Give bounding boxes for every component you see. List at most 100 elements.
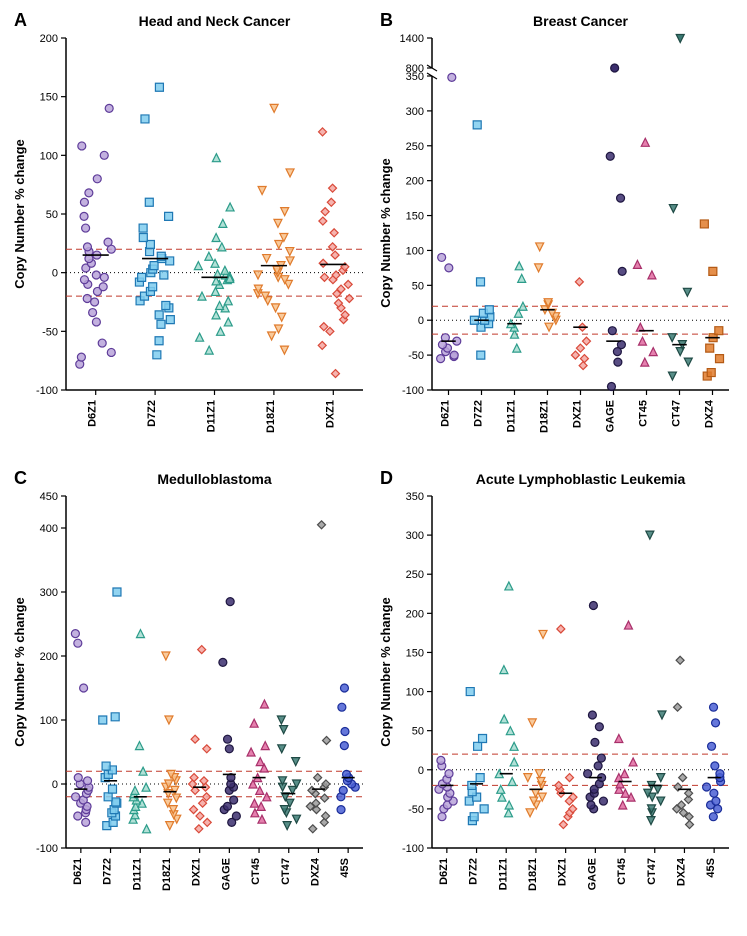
data-point bbox=[99, 716, 107, 724]
y-tick-label: 150 bbox=[40, 92, 58, 104]
data-point bbox=[113, 588, 121, 596]
data-point bbox=[250, 799, 258, 807]
data-point bbox=[606, 152, 614, 160]
data-point bbox=[576, 344, 584, 352]
data-point bbox=[559, 821, 567, 829]
category-label: D11Z1 bbox=[505, 400, 517, 432]
data-point bbox=[80, 198, 88, 206]
data-point bbox=[190, 806, 198, 814]
data-point bbox=[218, 243, 226, 251]
data-point bbox=[322, 812, 330, 820]
category-label: DXZ4 bbox=[703, 399, 715, 428]
data-point bbox=[320, 818, 328, 826]
panel-d: DAcute Lymphoblastic Leukemia-100-500501… bbox=[374, 466, 740, 916]
data-point bbox=[715, 770, 723, 778]
data-point bbox=[226, 203, 234, 211]
chart-svg: CMedulloblastoma-1000100200300400450Copy… bbox=[8, 466, 373, 916]
data-point bbox=[292, 758, 300, 766]
y-tick-label: 0 bbox=[417, 765, 423, 777]
data-point bbox=[579, 362, 587, 370]
category-label: DXZ1 bbox=[191, 858, 203, 886]
data-point bbox=[293, 815, 301, 823]
data-point bbox=[221, 266, 229, 274]
data-point bbox=[580, 355, 588, 363]
data-point bbox=[436, 756, 444, 764]
y-tick-label: 50 bbox=[411, 280, 423, 292]
data-point bbox=[149, 283, 157, 291]
data-point bbox=[198, 646, 206, 654]
data-point bbox=[323, 736, 331, 744]
data-point bbox=[447, 73, 455, 81]
data-point bbox=[339, 786, 347, 794]
data-point bbox=[318, 521, 326, 529]
data-point bbox=[504, 582, 512, 590]
y-tick-label: -100 bbox=[401, 385, 423, 397]
data-point bbox=[485, 306, 493, 314]
data-point bbox=[104, 793, 112, 801]
data-point bbox=[74, 774, 82, 782]
data-point bbox=[711, 797, 719, 805]
data-point bbox=[274, 219, 282, 227]
data-point bbox=[436, 355, 444, 363]
data-point bbox=[656, 797, 664, 805]
panel-b: BBreast Cancer-100-500501001502002503003… bbox=[374, 8, 740, 458]
data-point bbox=[545, 323, 553, 331]
data-point bbox=[77, 353, 85, 361]
data-point bbox=[337, 806, 345, 814]
category-label: D7Z2 bbox=[467, 858, 479, 885]
data-point bbox=[160, 271, 168, 279]
data-point bbox=[78, 142, 86, 150]
y-tick-label: 50 bbox=[411, 726, 423, 738]
data-point bbox=[331, 251, 339, 259]
data-point bbox=[135, 742, 143, 750]
category-label: D7Z2 bbox=[472, 400, 484, 427]
data-point bbox=[512, 344, 520, 352]
data-point bbox=[205, 346, 213, 354]
data-point bbox=[508, 778, 516, 786]
category-label: 45S bbox=[339, 858, 351, 878]
data-point bbox=[587, 801, 595, 809]
data-point bbox=[676, 348, 684, 356]
y-tick-label: 250 bbox=[405, 569, 423, 581]
data-point bbox=[219, 658, 227, 666]
category-label: CT47 bbox=[280, 858, 292, 885]
data-point bbox=[319, 128, 327, 136]
data-point bbox=[280, 726, 288, 734]
data-point bbox=[102, 762, 110, 770]
data-point bbox=[72, 793, 80, 801]
y-tick-label: 300 bbox=[405, 106, 423, 118]
data-point bbox=[476, 278, 484, 286]
data-point bbox=[444, 264, 452, 272]
y-tick-label: 100 bbox=[40, 150, 58, 162]
data-point bbox=[683, 288, 691, 296]
data-point bbox=[212, 154, 220, 162]
data-point bbox=[172, 794, 180, 802]
category-label: D18Z1 bbox=[161, 858, 173, 891]
data-point bbox=[89, 309, 97, 317]
data-point bbox=[685, 821, 693, 829]
data-point bbox=[556, 625, 564, 633]
data-point bbox=[684, 358, 692, 366]
y-tick-label: 150 bbox=[405, 211, 423, 223]
data-point bbox=[270, 104, 278, 112]
y-axis-label: Copy Number % change bbox=[12, 139, 27, 289]
panel-letter: C bbox=[14, 468, 27, 488]
data-point bbox=[583, 770, 591, 778]
y-tick-label: -100 bbox=[36, 385, 58, 397]
data-point bbox=[104, 238, 112, 246]
data-point bbox=[707, 369, 715, 377]
y-tick-label: 0 bbox=[52, 779, 58, 791]
data-point bbox=[437, 253, 445, 261]
data-point bbox=[341, 728, 349, 736]
data-point bbox=[141, 115, 149, 123]
data-point bbox=[515, 262, 523, 270]
data-point bbox=[162, 652, 170, 660]
data-point bbox=[709, 703, 717, 711]
data-point bbox=[205, 252, 213, 260]
data-point bbox=[212, 233, 220, 241]
data-point bbox=[99, 283, 107, 291]
category-label: CT47 bbox=[670, 400, 682, 427]
data-point bbox=[85, 189, 93, 197]
data-point bbox=[131, 786, 139, 794]
data-point bbox=[467, 781, 475, 789]
